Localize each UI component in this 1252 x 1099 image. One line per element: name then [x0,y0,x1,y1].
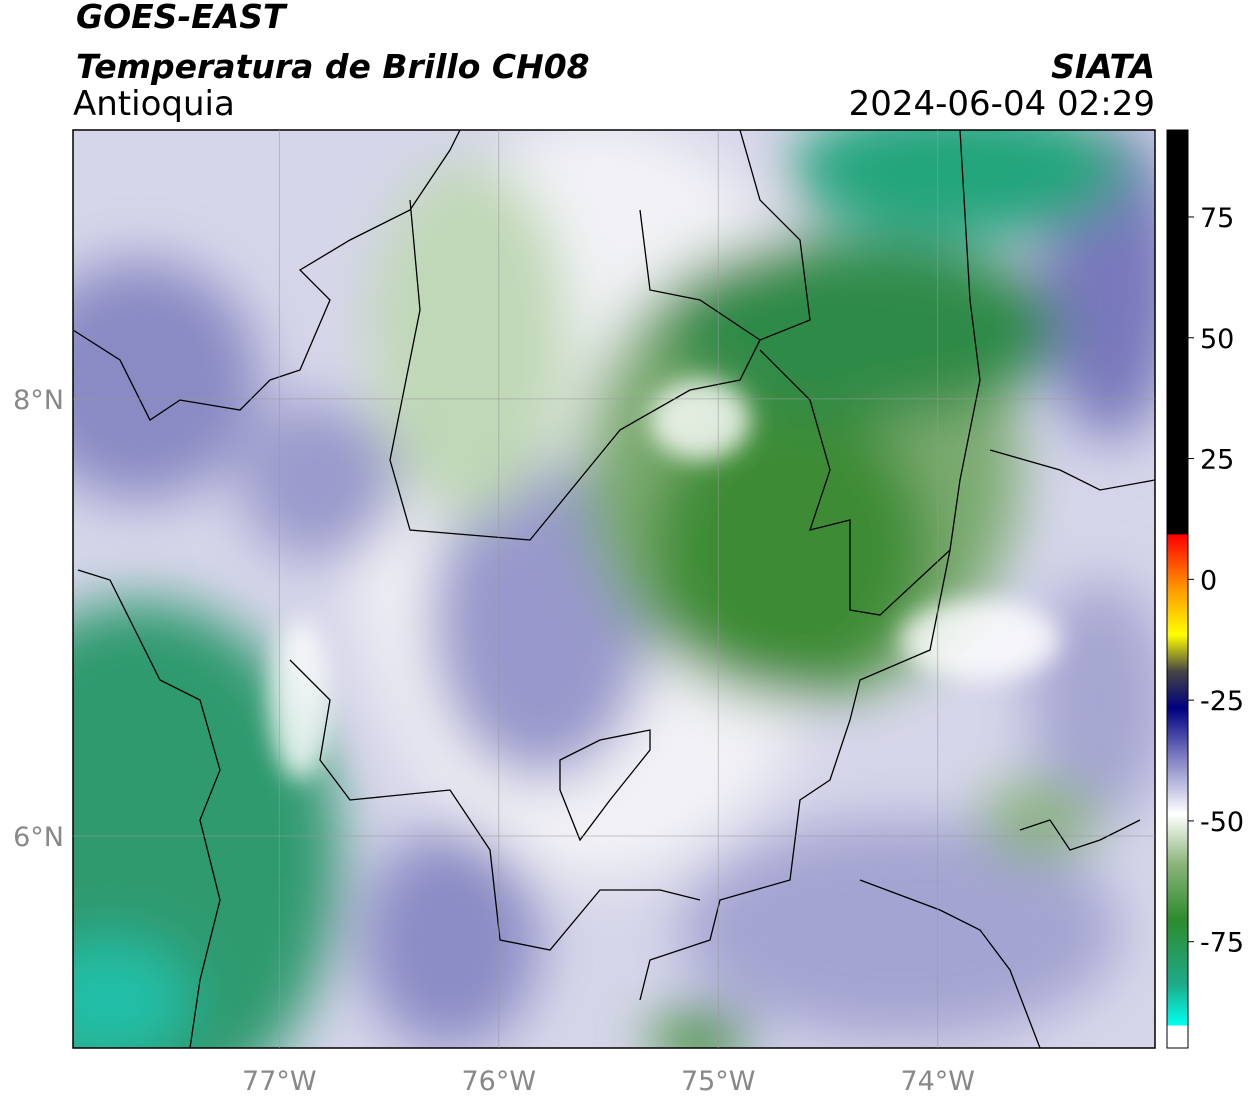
colorbar-tick-label: -50 [1200,807,1244,838]
colorbar-tick-label: 25 [1200,445,1234,476]
borders [73,130,1155,1048]
source: SIATA [1051,47,1155,86]
x-tick-label: 77°W [242,1066,317,1097]
x-tick-label: 74°W [900,1066,975,1097]
y-tick-label: 6°N [13,822,64,853]
colorbar-tick-label: -25 [1200,686,1244,717]
colorbar-tick-label: 0 [1200,565,1217,596]
x-tick-label: 75°W [681,1066,756,1097]
region: Antioquia [73,84,235,124]
subtitle: Temperatura de Brillo CH08 [76,47,590,86]
satellite-image [73,130,1155,1048]
map-frame [72,129,1156,1049]
colorbar-tick-label: 75 [1200,203,1234,234]
colorbar-tick-label: -75 [1200,928,1244,959]
x-tick-label: 76°W [461,1066,536,1097]
title: GOES-EAST [76,0,288,36]
y-tick-label: 8°N [13,385,64,416]
colorbar [1166,129,1189,1049]
datetime: 2024-06-04 02:29 [849,84,1155,124]
colorbar-tick-label: 50 [1200,324,1234,355]
